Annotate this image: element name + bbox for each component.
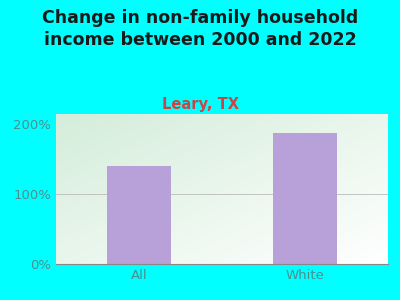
Bar bbox=[274, 133, 336, 264]
Text: Leary, TX: Leary, TX bbox=[162, 98, 238, 112]
Text: Change in non-family household
income between 2000 and 2022: Change in non-family household income be… bbox=[42, 9, 358, 49]
Bar bbox=[108, 166, 170, 264]
